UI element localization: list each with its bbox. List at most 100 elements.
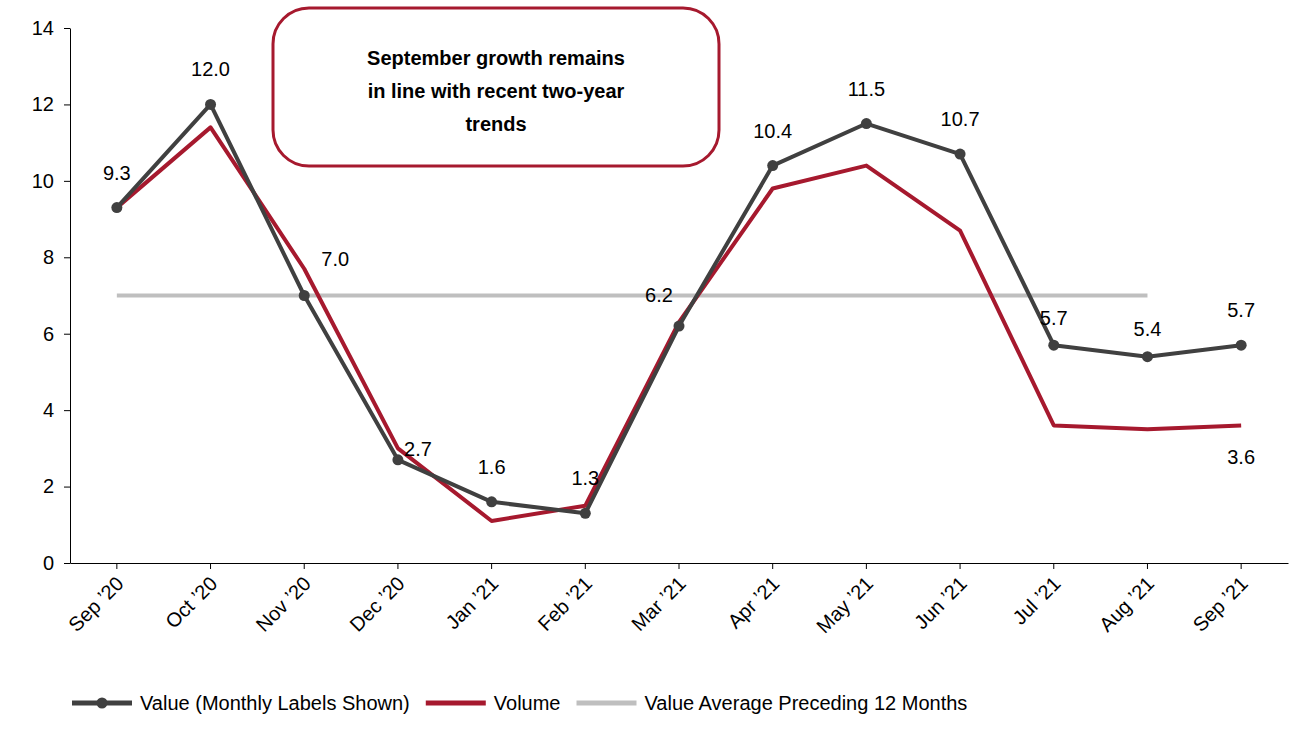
x-tick-mark: [679, 563, 680, 569]
data-label: 7.0: [321, 248, 349, 270]
y-tick-mark: [64, 28, 70, 29]
series-marker: [861, 118, 872, 129]
x-tick-label: Sep ’21: [1188, 572, 1252, 636]
x-tick-label: Dec ’20: [345, 572, 409, 636]
y-tick-mark: [64, 104, 70, 105]
legend-item: Volume: [426, 692, 561, 714]
series-marker: [299, 290, 310, 301]
x-tick: Aug ’21: [1095, 563, 1159, 636]
y-tick: 12: [32, 93, 70, 115]
annotation-text: trends: [465, 113, 526, 135]
x-tick: Jul ’21: [1008, 563, 1064, 629]
legend-item: Value (Monthly Labels Shown): [72, 692, 410, 714]
y-tick-label: 10: [32, 170, 54, 192]
series-marker: [1236, 340, 1247, 351]
x-tick: Mar ’21: [627, 563, 690, 635]
data-label: 6.2: [645, 284, 673, 306]
x-tick-mark: [1147, 563, 1148, 569]
y-tick-mark: [64, 563, 70, 564]
annotation-text: in line with recent two-year: [368, 80, 625, 102]
x-tick-mark: [210, 563, 211, 569]
x-tick-label: Aug ’21: [1095, 572, 1159, 636]
x-tick-mark: [1053, 563, 1054, 569]
y-axis-line: [70, 29, 71, 564]
y-tick: 14: [32, 17, 70, 39]
legend-marker: [97, 698, 108, 709]
x-tick: Oct ’20: [161, 563, 221, 633]
x-tick-mark: [304, 563, 305, 569]
x-tick-mark: [116, 563, 117, 569]
y-tick: 2: [43, 475, 70, 497]
y-tick: 8: [43, 246, 70, 268]
series-marker: [767, 160, 778, 171]
annotation-box: [273, 8, 719, 166]
series-marker: [111, 202, 122, 213]
series-marker: [205, 99, 216, 110]
series-marker: [486, 496, 497, 507]
series-marker: [1142, 351, 1153, 362]
data-label: 3.6: [1227, 446, 1255, 468]
x-tick-mark: [772, 563, 773, 569]
x-tick-mark: [397, 563, 398, 569]
y-tick: 4: [43, 399, 70, 421]
y-tick-label: 8: [43, 246, 54, 268]
series-marker: [392, 454, 403, 465]
x-tick: Jan ’21: [441, 563, 502, 633]
data-label: 10.7: [941, 108, 980, 130]
x-tick: Sep ’20: [64, 563, 128, 636]
y-tick-mark: [64, 334, 70, 335]
data-label: 9.3: [103, 162, 131, 184]
data-label: 5.7: [1227, 299, 1255, 321]
data-label: 5.7: [1040, 307, 1068, 329]
x-tick-label: Nov ’20: [252, 572, 316, 636]
y-tick-label: 12: [32, 93, 54, 115]
data-label: 2.7: [404, 438, 432, 460]
y-tick: 6: [43, 323, 70, 345]
y-tick-label: 0: [43, 552, 54, 574]
x-tick: Dec ’20: [345, 563, 409, 636]
annotation-text: September growth remains: [367, 47, 625, 69]
x-tick-label: May ’21: [812, 572, 877, 637]
x-tick: Nov ’20: [252, 563, 316, 636]
x-tick-mark: [491, 563, 492, 569]
x-tick-label: Apr ’21: [723, 572, 783, 632]
y-tick: 10: [32, 170, 70, 192]
x-tick: May ’21: [812, 563, 877, 637]
y-tick-mark: [64, 487, 70, 488]
series-marker: [1048, 340, 1059, 351]
y-tick-label: 6: [43, 323, 54, 345]
x-tick-label: Feb ’21: [533, 572, 596, 635]
series-marker: [674, 321, 685, 332]
data-label: 1.6: [478, 456, 506, 478]
x-tick-label: Jan ’21: [441, 572, 502, 633]
legend: Value (Monthly Labels Shown) Volume Value …: [72, 692, 967, 714]
data-label: 11.5: [848, 78, 885, 100]
y-axis: 0 2 4 6 8 10 12 14: [32, 17, 71, 574]
x-tick: Apr ’21: [723, 563, 783, 633]
series-marker: [580, 508, 591, 519]
legend-swatch: [577, 701, 637, 706]
x-tick-mark: [585, 563, 586, 569]
y-tick-mark: [64, 257, 70, 258]
x-tick-label: Sep ’20: [64, 572, 128, 636]
x-tick: Jun ’21: [910, 563, 971, 633]
data-label: 12.0: [191, 58, 230, 80]
y-tick-mark: [64, 181, 70, 182]
data-label: 1.3: [571, 467, 599, 489]
x-tick-label: Jul ’21: [1008, 572, 1064, 628]
x-axis: Sep ’20 Oct ’20 Nov ’20 Dec ’20 Jan ’21 Feb ’…: [64, 563, 1288, 637]
y-tick-mark: [64, 410, 70, 411]
legend-label: Value Average Preceding 12 Months: [645, 692, 968, 714]
series-marker: [955, 149, 966, 160]
legend-label: Value (Monthly Labels Shown): [140, 692, 410, 714]
y-tick: 0: [43, 552, 70, 574]
x-tick-mark: [1241, 563, 1242, 569]
x-tick: Sep ’21: [1188, 563, 1252, 636]
x-tick-mark: [866, 563, 867, 569]
data-label: 5.4: [1134, 318, 1162, 340]
series-line: [117, 127, 1241, 521]
y-tick-label: 14: [32, 17, 54, 39]
x-tick-mark: [960, 563, 961, 569]
x-tick-label: Oct ’20: [161, 572, 221, 632]
chart: 0 2 4 6 8 10 12 14 Sep ’20 Oct ’20 Nov ’20 Dec ’20 J…: [0, 0, 1294, 738]
